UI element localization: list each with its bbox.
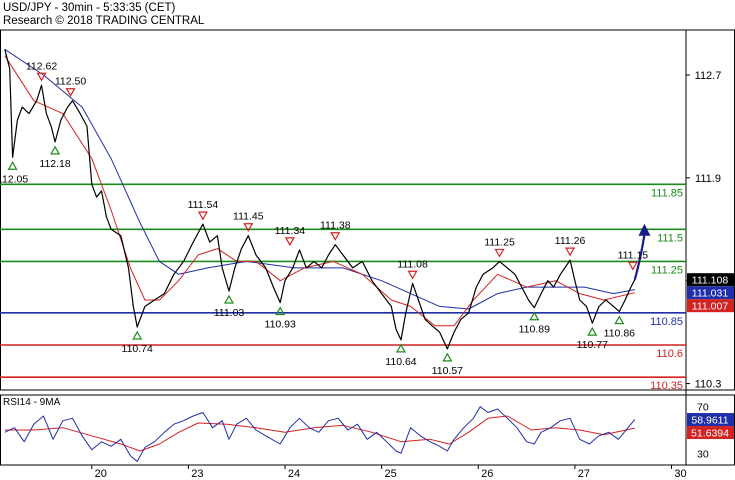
swing-low-marker bbox=[614, 315, 625, 325]
swing-low-marker bbox=[7, 161, 18, 170]
swing-high-label: 112.62 bbox=[26, 60, 57, 72]
x-tick-label: 25 bbox=[385, 468, 397, 480]
swing-high-marker bbox=[243, 223, 254, 232]
price-line bbox=[4, 49, 636, 350]
forecast-arrow-head bbox=[638, 223, 651, 236]
swing-low-label: 112.18 bbox=[39, 158, 70, 170]
rsi-value-tag-box bbox=[687, 413, 734, 427]
rsi-y-tick-label: 70 bbox=[697, 402, 709, 414]
swing-low-marker bbox=[50, 145, 61, 155]
level-label: 110.6 bbox=[656, 348, 683, 360]
swing-high-marker bbox=[407, 270, 418, 280]
level-label: 111.85 bbox=[651, 187, 683, 199]
price-y-tick-label: 112.7 bbox=[695, 70, 722, 82]
price-y-tick-label: 111.9 bbox=[695, 173, 721, 185]
swing-high-marker bbox=[330, 232, 341, 241]
rsi-title: RSI14 - 9MA bbox=[3, 397, 61, 408]
price-y-tick-label: 110.3 bbox=[695, 379, 722, 391]
swing-low-marker bbox=[395, 343, 407, 353]
swing-low-label: 110.93 bbox=[265, 319, 296, 331]
swing-high-label: 111.45 bbox=[233, 211, 264, 223]
swing-high-marker bbox=[494, 248, 505, 258]
forecast-arrow-shaft bbox=[633, 234, 646, 280]
rsi-y-tick-label: 30 bbox=[697, 448, 709, 460]
swing-high-marker bbox=[627, 261, 638, 271]
rsi-value-tag-label: 51.6394 bbox=[691, 428, 729, 440]
x-tick-label: 26 bbox=[481, 468, 493, 480]
swing-high-label: 112.50 bbox=[55, 76, 86, 88]
moving-average-blue-line bbox=[4, 48, 635, 310]
level-label: 111.25 bbox=[651, 264, 683, 276]
swing-low-marker bbox=[587, 326, 598, 336]
swing-low-label: 110.74 bbox=[122, 343, 153, 355]
price-tag-label: 111.031 bbox=[692, 288, 729, 300]
swing-high-label: 111.15 bbox=[618, 249, 649, 261]
swing-low-label: 110.57 bbox=[432, 365, 463, 377]
rsi-line bbox=[4, 406, 636, 462]
swing-high-marker bbox=[284, 237, 295, 247]
swing-low-marker bbox=[275, 306, 286, 316]
rsi-value-tag-box bbox=[687, 426, 734, 440]
price-tag-box bbox=[687, 286, 734, 300]
level-label: 110.85 bbox=[650, 316, 683, 328]
price-tag-label: 111.007 bbox=[692, 301, 729, 313]
swing-high-marker bbox=[36, 72, 47, 82]
x-tick-label: 27 bbox=[578, 468, 590, 480]
price-tag-box bbox=[687, 299, 734, 313]
swing-low-label: 110.89 bbox=[519, 324, 550, 336]
moving-average-red-line bbox=[4, 55, 635, 327]
swing-low-marker bbox=[132, 330, 143, 340]
swing-low-label: 110.64 bbox=[385, 356, 416, 368]
swing-high-label: 111.26 bbox=[555, 235, 586, 247]
swing-low-label: 110.86 bbox=[604, 328, 635, 340]
swing-low-label: 111.03 bbox=[214, 307, 245, 319]
swing-low-label: 110.77 bbox=[577, 339, 608, 351]
swing-high-marker bbox=[197, 211, 208, 221]
level-label: 110.35 bbox=[650, 380, 683, 392]
x-tick-label: 30 bbox=[674, 468, 686, 480]
swing-high-label: 111.38 bbox=[320, 220, 351, 232]
swing-high-label: 111.34 bbox=[275, 225, 306, 237]
x-tick-label: 24 bbox=[288, 468, 300, 480]
swing-high-marker bbox=[565, 247, 576, 257]
swing-low-marker bbox=[442, 352, 453, 362]
swing-high-marker bbox=[65, 88, 76, 97]
x-tick-label: 20 bbox=[95, 468, 107, 480]
swing-high-label: 111.08 bbox=[397, 258, 428, 270]
chart-subtitle: Research © 2018 TRADING CENTRAL bbox=[3, 15, 205, 27]
level-label: 111.5 bbox=[657, 232, 683, 244]
price-tag-label: 111.108 bbox=[692, 275, 729, 287]
swing-low-label: 112.05 bbox=[0, 173, 28, 185]
x-tick-label: 23 bbox=[191, 468, 203, 480]
swing-low-marker bbox=[529, 311, 540, 321]
swing-low-marker bbox=[223, 294, 235, 304]
chart-title: USD/JPY - 30min - 5:33:35 (CET) bbox=[3, 2, 176, 14]
swing-high-label: 111.54 bbox=[188, 199, 219, 211]
swing-high-label: 111.25 bbox=[484, 236, 515, 248]
price-tag-box bbox=[687, 273, 734, 287]
rsi-value-tag-label: 58.9611 bbox=[691, 415, 728, 427]
